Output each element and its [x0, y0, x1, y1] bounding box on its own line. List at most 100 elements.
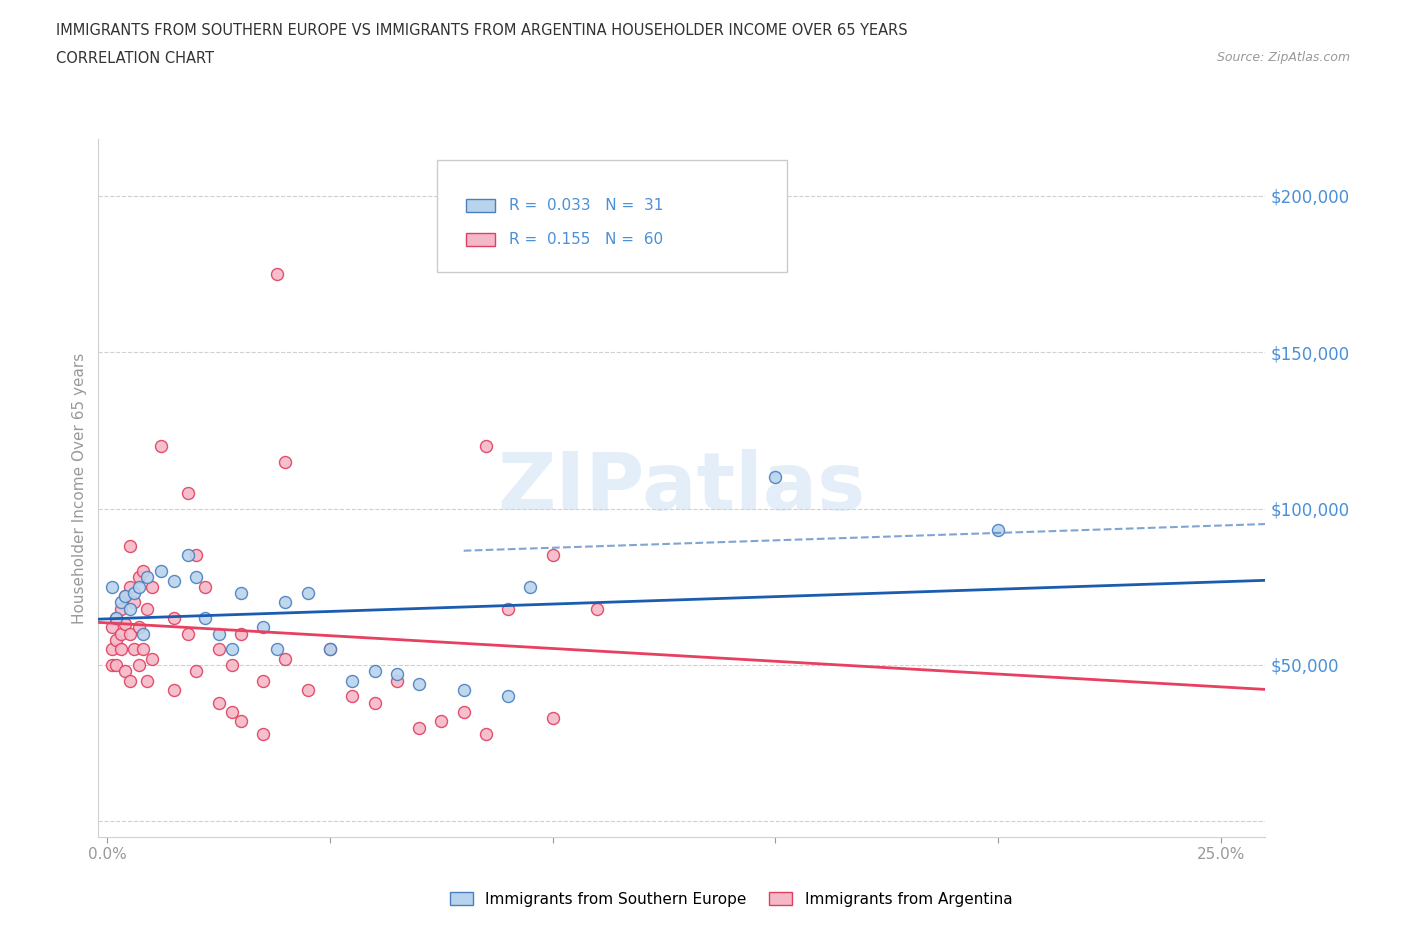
- Point: [430, 714, 453, 729]
- Point: [496, 689, 519, 704]
- Point: [110, 642, 132, 657]
- Text: R =  0.155   N =  60: R = 0.155 N = 60: [509, 232, 664, 246]
- FancyBboxPatch shape: [437, 161, 787, 272]
- Point: [132, 626, 155, 641]
- Text: R =  0.033   N =  31: R = 0.033 N = 31: [509, 198, 664, 213]
- Point: [229, 714, 252, 729]
- Point: [176, 626, 198, 641]
- Point: [194, 579, 217, 594]
- Point: [114, 589, 136, 604]
- Text: IMMIGRANTS FROM SOUTHERN EUROPE VS IMMIGRANTS FROM ARGENTINA HOUSEHOLDER INCOME : IMMIGRANTS FROM SOUTHERN EUROPE VS IMMIG…: [56, 23, 908, 38]
- Point: [208, 626, 231, 641]
- Point: [110, 595, 132, 610]
- Point: [186, 664, 208, 679]
- Point: [136, 601, 159, 616]
- Point: [114, 589, 136, 604]
- Point: [176, 485, 198, 500]
- Point: [110, 601, 132, 616]
- Point: [274, 651, 297, 666]
- Point: [128, 658, 150, 672]
- Point: [105, 658, 128, 672]
- Point: [128, 579, 150, 594]
- Point: [118, 579, 141, 594]
- Point: [122, 586, 145, 601]
- Point: [114, 664, 136, 679]
- Point: [118, 538, 141, 553]
- Point: [114, 617, 136, 631]
- Point: [141, 579, 163, 594]
- Point: [475, 439, 498, 454]
- Point: [229, 626, 252, 641]
- Text: Source: ZipAtlas.com: Source: ZipAtlas.com: [1216, 51, 1350, 64]
- Point: [105, 632, 128, 647]
- Point: [987, 523, 1010, 538]
- Point: [252, 673, 274, 688]
- Point: [453, 704, 475, 719]
- Point: [586, 601, 609, 616]
- Point: [186, 548, 208, 563]
- Point: [342, 689, 364, 704]
- Point: [101, 658, 124, 672]
- Point: [266, 267, 288, 282]
- Point: [319, 642, 342, 657]
- Point: [101, 620, 124, 635]
- Point: [252, 726, 274, 741]
- Point: [385, 667, 408, 682]
- Point: [208, 642, 231, 657]
- Point: [453, 683, 475, 698]
- Point: [221, 704, 243, 719]
- Point: [408, 720, 430, 735]
- Point: [122, 595, 145, 610]
- Point: [342, 673, 364, 688]
- Point: [475, 726, 498, 741]
- Point: [118, 626, 141, 641]
- Point: [221, 642, 243, 657]
- Bar: [465, 200, 495, 212]
- Point: [101, 579, 124, 594]
- Point: [252, 620, 274, 635]
- Text: ZIPatlas: ZIPatlas: [498, 449, 866, 527]
- Point: [163, 611, 186, 626]
- Point: [176, 548, 198, 563]
- Point: [132, 642, 155, 657]
- Point: [408, 676, 430, 691]
- Point: [141, 651, 163, 666]
- Point: [163, 683, 186, 698]
- Point: [297, 586, 319, 601]
- Point: [136, 570, 159, 585]
- Point: [132, 564, 155, 578]
- Point: [541, 711, 564, 725]
- Point: [105, 611, 128, 626]
- Y-axis label: Householder Income Over 65 years: Householder Income Over 65 years: [72, 352, 87, 624]
- Point: [274, 595, 297, 610]
- Point: [128, 620, 150, 635]
- Point: [266, 642, 288, 657]
- Point: [363, 695, 385, 710]
- Point: [128, 570, 150, 585]
- Point: [101, 642, 124, 657]
- Point: [149, 564, 172, 578]
- Point: [229, 586, 252, 601]
- Point: [118, 673, 141, 688]
- Point: [297, 683, 319, 698]
- Point: [765, 470, 787, 485]
- Point: [110, 626, 132, 641]
- Point: [519, 579, 541, 594]
- Point: [208, 695, 231, 710]
- Point: [541, 548, 564, 563]
- Point: [194, 611, 217, 626]
- Point: [149, 439, 172, 454]
- Point: [496, 601, 519, 616]
- Point: [136, 673, 159, 688]
- Point: [319, 642, 342, 657]
- Point: [118, 601, 141, 616]
- Point: [274, 454, 297, 469]
- Point: [221, 658, 243, 672]
- Legend: Immigrants from Southern Europe, Immigrants from Argentina: Immigrants from Southern Europe, Immigra…: [444, 886, 1018, 913]
- Point: [105, 611, 128, 626]
- Point: [363, 664, 385, 679]
- Bar: [465, 232, 495, 246]
- Point: [186, 570, 208, 585]
- Point: [385, 673, 408, 688]
- Point: [122, 642, 145, 657]
